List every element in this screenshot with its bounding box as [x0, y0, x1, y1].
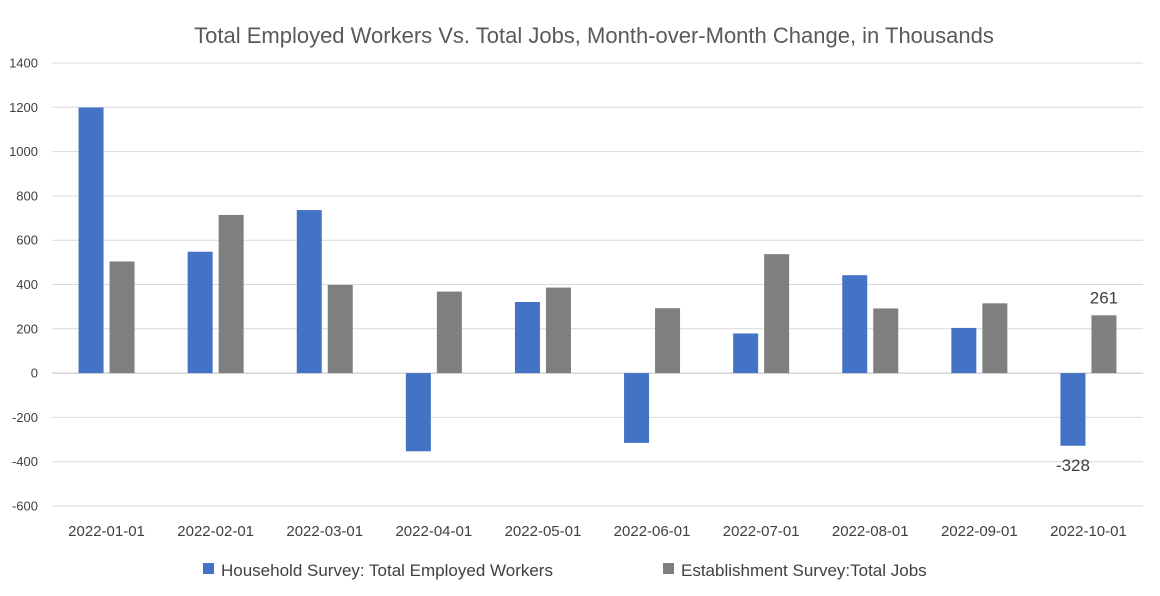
y-tick-label: 200	[16, 321, 38, 336]
x-tick-label: 2022-09-01	[941, 523, 1018, 540]
bar-series-0	[187, 251, 213, 374]
y-tick-label: 1000	[9, 144, 38, 159]
bar-series-1	[873, 308, 899, 374]
x-tick-label: 2022-01-01	[68, 523, 145, 540]
y-tick-label: 0	[31, 366, 38, 381]
x-axis-ticks: 2022-01-01 2022-02-01 2022-03-01 2022-04-01…	[68, 523, 1127, 540]
legend-label-establishment: Establishment Survey:Total Jobs	[681, 561, 927, 580]
bar-series-0	[733, 333, 759, 374]
x-tick-label: 2022-04-01	[395, 523, 472, 540]
x-tick-label: 2022-03-01	[286, 523, 363, 540]
bar-series-0	[624, 373, 650, 443]
bar-series-0	[842, 275, 868, 374]
legend-swatch-household	[203, 563, 214, 574]
y-tick-label: 600	[16, 233, 38, 248]
bar-series-1	[218, 214, 244, 374]
bar-series-0	[1060, 373, 1086, 446]
y-tick-label: 400	[16, 277, 38, 292]
y-tick-label: 800	[16, 188, 38, 203]
x-tick-label: 2022-02-01	[177, 523, 254, 540]
y-tick-label: -600	[12, 499, 38, 514]
bars	[78, 107, 1117, 452]
data-label: 261	[1090, 288, 1118, 307]
bar-series-0	[405, 373, 431, 452]
chart-title: Total Employed Workers Vs. Total Jobs, M…	[194, 23, 994, 48]
bar-series-1	[1091, 315, 1117, 374]
bar-series-0	[951, 327, 977, 374]
bar-series-1	[655, 308, 681, 374]
x-tick-label: 2022-05-01	[505, 523, 582, 540]
gridlines	[52, 62, 1143, 507]
y-tick-label: 1400	[9, 56, 38, 71]
x-tick-label: 2022-06-01	[614, 523, 691, 540]
bar-series-1	[764, 254, 790, 374]
x-tick-label: 2022-07-01	[723, 523, 800, 540]
bar-series-1	[109, 261, 135, 374]
bar-series-1	[436, 291, 462, 374]
x-tick-label: 2022-10-01	[1050, 523, 1127, 540]
legend: Household Survey: Total Employed Workers…	[203, 561, 927, 580]
x-tick-label: 2022-08-01	[832, 523, 909, 540]
y-axis-ticks: -600 -400 -200 0 200 400 600 800 1000 1200 1400	[9, 56, 38, 514]
legend-label-household: Household Survey: Total Employed Workers	[221, 561, 553, 580]
y-tick-label: -400	[12, 454, 38, 469]
bar-series-1	[982, 303, 1008, 374]
bar-series-1	[327, 284, 353, 374]
data-label: -328	[1056, 456, 1090, 475]
bar-series-1	[545, 287, 571, 374]
data-labels: -328 261	[1056, 288, 1118, 474]
y-tick-label: 1200	[9, 100, 38, 115]
bar-series-0	[78, 107, 104, 374]
bar-series-0	[514, 301, 540, 374]
legend-swatch-establishment	[663, 563, 674, 574]
y-tick-label: -200	[12, 410, 38, 425]
bar-series-0	[296, 210, 322, 374]
